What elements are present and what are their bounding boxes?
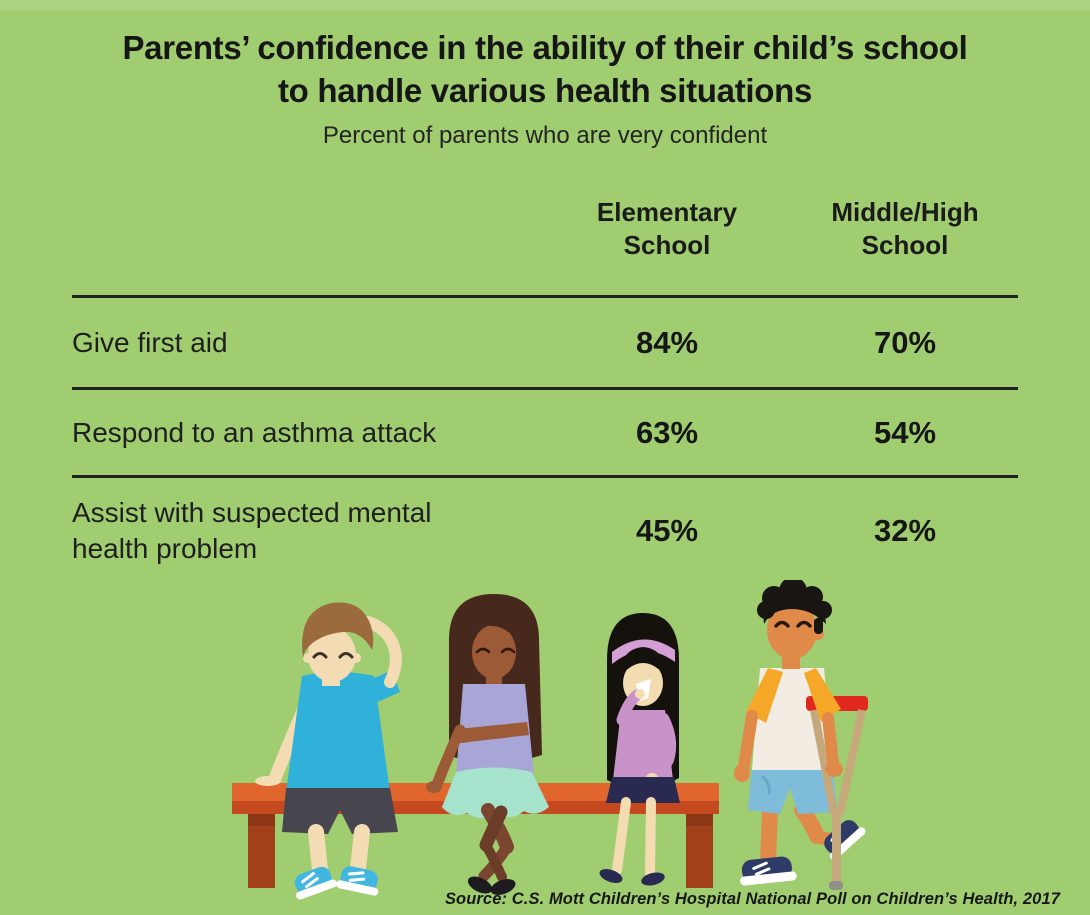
value-middle-high: 70% xyxy=(873,324,937,360)
value-elementary: 45% xyxy=(635,512,699,548)
value-middle-high: 32% xyxy=(873,512,937,548)
column-header-middle-high: Middle/High School xyxy=(831,197,979,260)
value-middle-high: 54% xyxy=(873,414,937,450)
title-line-1: Parents’ confidence in the ability of th… xyxy=(122,29,968,66)
source-citation: Source: C.S. Mott Children’s Hospital Na… xyxy=(444,890,1060,908)
row-label: Assist with suspected mental health prob… xyxy=(72,496,432,564)
subtitle: Percent of parents who are very confiden… xyxy=(322,122,768,149)
page-title: Parents’ confidence in the ability of th… xyxy=(0,26,1090,112)
girl-arms-crossed-figure xyxy=(426,594,549,895)
girl-blowing-nose-figure xyxy=(599,613,680,886)
boy-on-crutch-figure xyxy=(734,580,868,890)
table-row: Give first aid 84% 70% xyxy=(72,295,1018,387)
confidence-table: Elementary School Middle/High School Giv… xyxy=(72,190,1018,583)
value-elementary: 84% xyxy=(635,324,699,360)
value-elementary: 63% xyxy=(635,414,699,450)
top-strip xyxy=(0,0,1090,11)
table-row: Respond to an asthma attack 63% 54% xyxy=(72,387,1018,475)
table-row: Assist with suspected mental health prob… xyxy=(72,475,1018,583)
illustration-children-on-bench xyxy=(232,580,868,900)
column-header-elementary: Elementary School xyxy=(596,197,738,260)
row-label: Respond to an asthma attack xyxy=(72,416,437,448)
boy-scratching-head-figure xyxy=(255,602,402,900)
row-label: Give first aid xyxy=(72,326,228,358)
title-line-2: to handle various health situations xyxy=(277,72,813,109)
table-header-row: Elementary School Middle/High School xyxy=(72,190,1018,295)
